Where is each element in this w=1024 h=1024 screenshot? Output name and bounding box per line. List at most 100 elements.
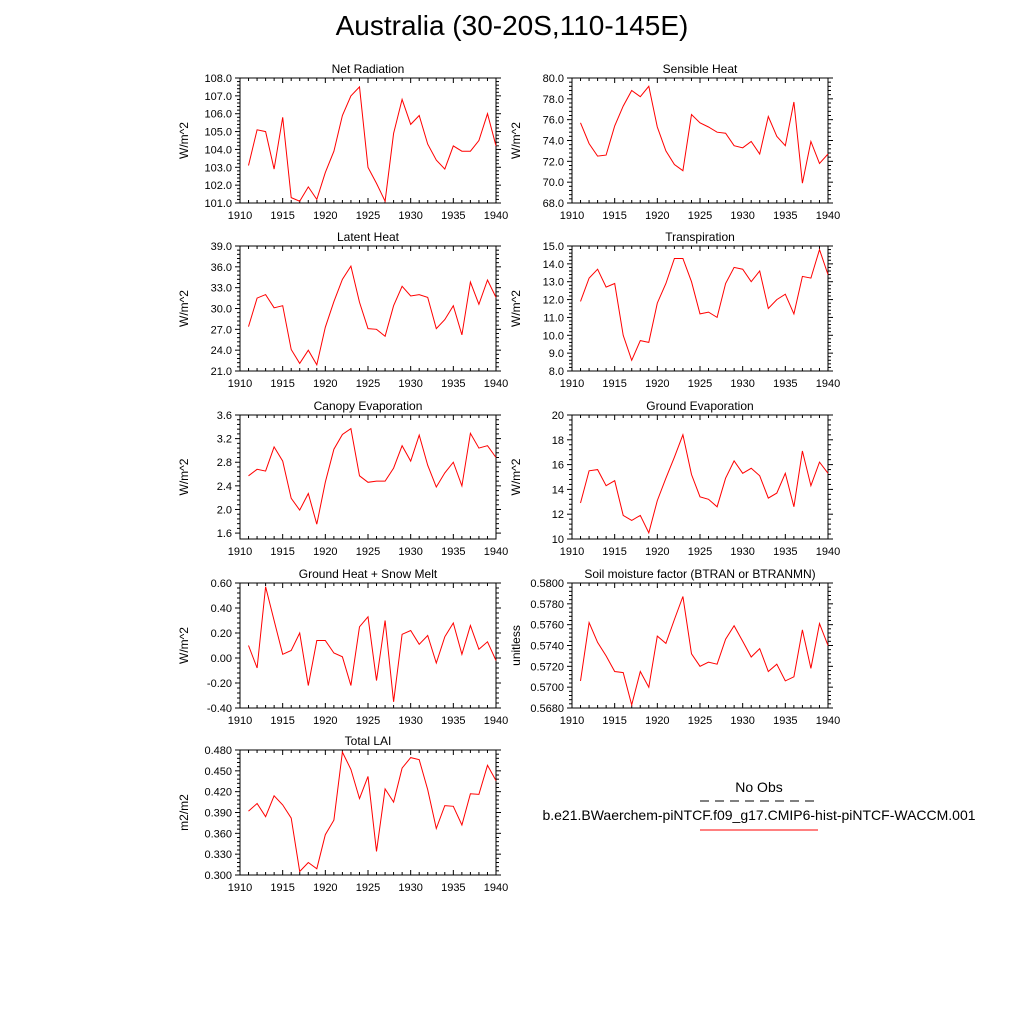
y-axis-label: unitless (509, 625, 523, 666)
x-tick-label: 1920 (313, 546, 337, 558)
x-tick-label: 1920 (313, 882, 337, 894)
legend-model-label: b.e21.BWaerchem-piNTCF.f09_g17.CMIP6-his… (542, 807, 975, 823)
y-tick-label: 2.4 (217, 481, 232, 493)
series-line (580, 596, 829, 707)
y-tick-label: 102.0 (204, 180, 232, 192)
panel-title: Ground Heat + Snow Melt (299, 567, 438, 581)
legend-obs-label: No Obs (735, 779, 782, 795)
x-tick-label: 1915 (602, 378, 626, 390)
x-tick-label: 1920 (645, 210, 669, 222)
x-tick-label: 1925 (356, 882, 380, 894)
plot-frame (239, 582, 497, 709)
y-tick-label: 24.0 (211, 345, 232, 357)
x-tick-label: 1930 (398, 378, 422, 390)
x-tick-label: 1910 (228, 546, 252, 558)
x-tick-label: 1940 (484, 210, 508, 222)
x-tick-label: 1915 (270, 378, 294, 390)
plot-frame (571, 582, 829, 709)
x-tick-label: 1915 (270, 546, 294, 558)
x-tick-label: 1935 (773, 378, 797, 390)
y-tick-label: 2.0 (217, 504, 232, 516)
y-tick-label: 27.0 (211, 324, 232, 336)
y-tick-label: 30.0 (211, 304, 232, 316)
x-tick-label: 1935 (441, 715, 465, 727)
y-tick-label: 0.5780 (530, 599, 564, 611)
y-tick-label: 101.0 (204, 198, 232, 210)
y-tick-label: 70.0 (543, 177, 564, 189)
x-tick-label: 1935 (773, 546, 797, 558)
x-tick-label: 1920 (645, 715, 669, 727)
y-tick-label: 74.0 (543, 136, 564, 148)
plot-frame (571, 245, 829, 372)
y-tick-label: 13.0 (543, 277, 564, 289)
y-tick-label: 15.0 (543, 241, 564, 253)
x-tick-label: 1920 (313, 378, 337, 390)
y-tick-label: 3.2 (217, 434, 232, 446)
x-tick-label: 1920 (645, 378, 669, 390)
panel-title: Total LAI (345, 734, 392, 748)
y-tick-label: 12.0 (543, 295, 564, 307)
plot-frame (239, 749, 497, 876)
panel-title: Latent Heat (337, 230, 400, 244)
x-tick-label: 1910 (228, 882, 252, 894)
y-tick-label: 18 (552, 435, 564, 447)
y-tick-label: 9.0 (549, 348, 564, 360)
x-tick-label: 1930 (398, 546, 422, 558)
y-tick-label: 39.0 (211, 241, 232, 253)
x-tick-label: 1940 (484, 378, 508, 390)
y-tick-label: 0.330 (204, 849, 232, 861)
x-tick-label: 1940 (484, 882, 508, 894)
y-tick-label: 12 (552, 509, 564, 521)
x-tick-label: 1910 (228, 210, 252, 222)
panel-2: Sensible Heat W/m^2 1910 1915 1920 1925 1930 19… (509, 62, 840, 222)
panel-title: Sensible Heat (663, 62, 738, 76)
x-tick-label: 1925 (688, 715, 712, 727)
series-line (248, 427, 497, 525)
x-tick-label: 1910 (228, 378, 252, 390)
panel-8: Soil moisture factor (BTRAN or BTRANMN) u… (509, 567, 840, 727)
x-tick-label: 1940 (816, 378, 840, 390)
panel-9: Total LAI m2/m2 1910 1915 1920 1925 1930 1935 19… (177, 734, 508, 894)
y-tick-label: 8.0 (549, 366, 564, 378)
y-tick-label: 0.420 (204, 787, 232, 799)
y-tick-label: 21.0 (211, 366, 232, 378)
x-tick-label: 1930 (730, 378, 754, 390)
y-tick-label: 0.5800 (530, 578, 564, 590)
series-line (580, 433, 829, 535)
panel-title: Net Radiation (332, 62, 405, 76)
y-tick-label: 10.0 (543, 330, 564, 342)
x-tick-label: 1915 (602, 210, 626, 222)
y-tick-label: 0.5760 (530, 620, 564, 632)
y-tick-label: 20 (552, 410, 564, 422)
x-tick-label: 1915 (602, 546, 626, 558)
y-tick-label: 2.8 (217, 457, 232, 469)
x-tick-label: 1920 (645, 546, 669, 558)
y-tick-label: 0.5680 (530, 703, 564, 715)
x-tick-label: 1935 (773, 210, 797, 222)
x-tick-label: 1935 (773, 715, 797, 727)
y-tick-label: 0.5740 (530, 641, 564, 653)
x-tick-label: 1935 (441, 210, 465, 222)
x-tick-label: 1940 (484, 546, 508, 558)
x-tick-label: 1920 (313, 715, 337, 727)
x-tick-label: 1930 (730, 210, 754, 222)
legend: No Obs b.e21.BWaerchem-piNTCF.f09_g17.CM… (542, 779, 976, 831)
y-tick-label: 104.0 (204, 144, 232, 156)
y-axis-label: W/m^2 (177, 458, 191, 495)
y-tick-label: -0.20 (207, 678, 232, 690)
x-tick-label: 1940 (816, 210, 840, 222)
x-tick-label: 1930 (730, 715, 754, 727)
x-tick-label: 1925 (688, 378, 712, 390)
y-tick-label: 0.20 (211, 628, 232, 640)
y-tick-label: 103.0 (204, 162, 232, 174)
figure-title: Australia (30-20S,110-145E) (335, 10, 689, 41)
series-line (580, 85, 829, 184)
y-tick-label: 16 (552, 460, 564, 472)
series-line (248, 586, 497, 702)
panel-6: Ground Evaporation W/m^2 1910 1915 1920 1925 1… (509, 399, 840, 558)
x-tick-label: 1910 (228, 715, 252, 727)
x-tick-label: 1910 (560, 715, 584, 727)
y-axis-label: W/m^2 (177, 627, 191, 664)
x-tick-label: 1940 (816, 715, 840, 727)
y-tick-label: 0.5720 (530, 661, 564, 673)
